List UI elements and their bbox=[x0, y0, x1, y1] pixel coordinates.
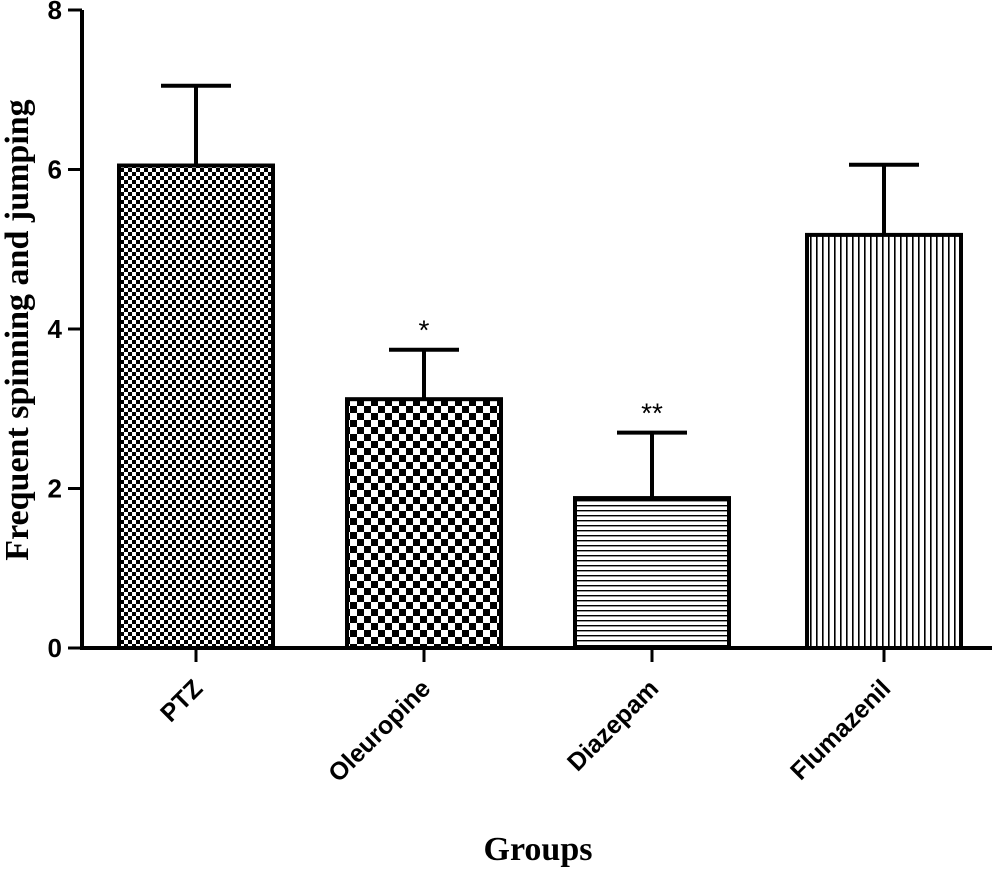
y-tick-label: 4 bbox=[48, 314, 63, 344]
y-tick-label: 2 bbox=[48, 474, 62, 504]
y-tick-label: 6 bbox=[48, 155, 62, 185]
x-ticks: PTZ Oleuropine Diazepam Flumazenil bbox=[155, 648, 896, 788]
y-axis-title: Frequent spinning and jumping bbox=[0, 99, 36, 560]
x-tick-label: Flumazenil bbox=[785, 674, 896, 785]
bar bbox=[117, 163, 275, 650]
bars bbox=[117, 163, 963, 651]
x-tick-label: Oleuropine bbox=[323, 674, 436, 787]
y-ticks: 0 2 4 6 8 bbox=[48, 0, 82, 663]
x-tick-label: Diazepam bbox=[562, 674, 664, 776]
bar bbox=[573, 496, 731, 650]
error-bars bbox=[161, 83, 919, 499]
significance-label: ** bbox=[641, 398, 663, 429]
significance-label: * bbox=[419, 315, 430, 346]
x-tick-label: PTZ bbox=[155, 674, 208, 727]
y-tick-label: 0 bbox=[48, 633, 62, 663]
bar bbox=[805, 232, 963, 651]
x-axis-title: Groups bbox=[484, 831, 593, 868]
bar bbox=[345, 397, 503, 650]
y-tick-label: 8 bbox=[48, 0, 62, 25]
significance-markers: *** bbox=[419, 315, 663, 429]
